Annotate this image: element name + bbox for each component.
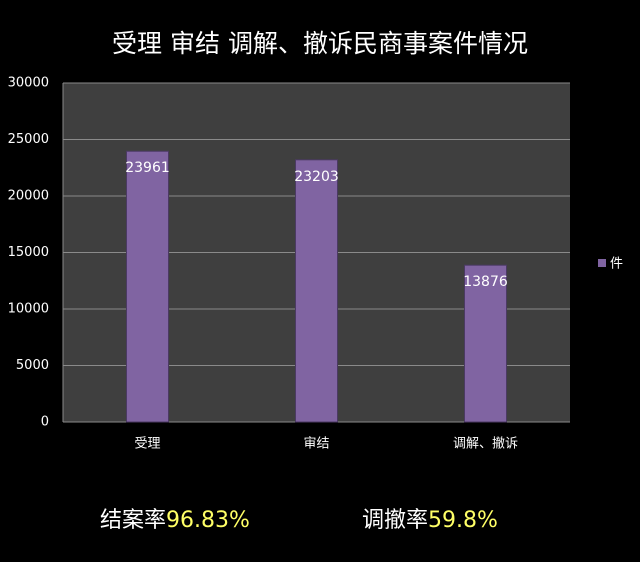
legend-label: 件: [610, 257, 623, 272]
data-label: 23961: [125, 160, 170, 176]
y-tick-label: 15000: [8, 245, 49, 260]
y-tick-label: 30000: [8, 76, 49, 91]
bar: [126, 150, 169, 423]
annotation-value: 59.8%: [428, 508, 498, 533]
bar: [295, 159, 338, 423]
bar: [464, 264, 507, 423]
annotation: 结案率96.83%: [100, 508, 250, 533]
annotation-label: 结案率: [100, 508, 166, 533]
y-tick-label: 10000: [8, 302, 49, 317]
y-tick-label: 5000: [16, 358, 49, 373]
chart-title: 受理 审结 调解、撤诉民商事案件情况: [112, 29, 528, 58]
legend-swatch: [598, 259, 606, 267]
y-tick-label: 20000: [8, 189, 49, 204]
annotation-label: 调撤率: [362, 508, 428, 533]
data-label: 13876: [463, 274, 508, 290]
annotation: 调撤率59.8%: [362, 508, 498, 533]
x-tick-label: 受理: [134, 437, 160, 452]
data-label: 23203: [294, 169, 339, 185]
y-tick-label: 25000: [8, 132, 49, 147]
annotation-value: 96.83%: [166, 508, 250, 533]
y-tick-label: 0: [41, 415, 49, 430]
x-tick-label: 审结: [303, 437, 329, 452]
x-tick-label: 调解、撤诉: [453, 436, 518, 452]
